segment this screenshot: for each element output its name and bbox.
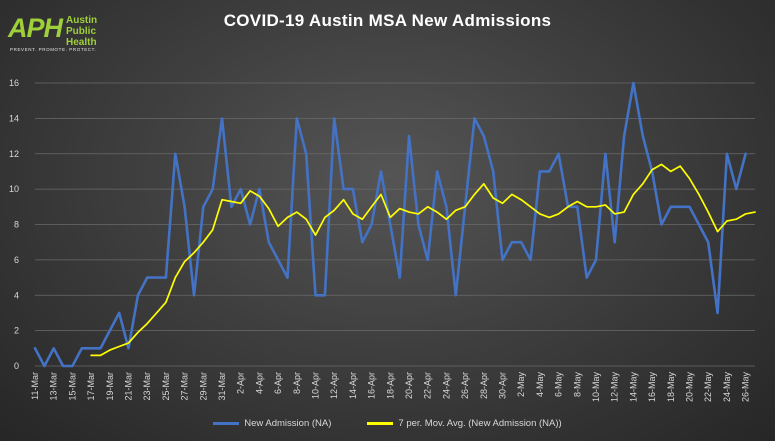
x-tick-label: 15-Mar bbox=[67, 372, 77, 401]
legend-swatch bbox=[367, 422, 394, 425]
x-tick-label: 30-Apr bbox=[498, 372, 508, 399]
x-tick-label: 26-Apr bbox=[460, 372, 470, 399]
x-tick-label: 13-Mar bbox=[49, 372, 59, 401]
x-tick-label: 23-Mar bbox=[142, 372, 152, 401]
x-tick-label: 19-Mar bbox=[105, 372, 115, 401]
x-tick-label: 6-May bbox=[554, 372, 564, 398]
x-tick-label: 10-May bbox=[591, 372, 601, 403]
x-tick-label: 21-Mar bbox=[124, 372, 134, 401]
chart-title: COVID-19 Austin MSA New Admissions bbox=[223, 11, 552, 30]
x-tick-label: 17-Mar bbox=[86, 372, 96, 401]
legend-item: New Admission (NA) bbox=[213, 418, 331, 429]
x-tick-label: 20-Apr bbox=[404, 372, 414, 399]
y-tick-label: 14 bbox=[9, 113, 19, 123]
y-tick-label: 10 bbox=[9, 184, 19, 194]
x-tick-label: 29-Mar bbox=[198, 372, 208, 401]
x-tick-label: 6-Apr bbox=[273, 372, 283, 394]
legend-swatch bbox=[213, 422, 240, 425]
x-tick-label: 2-May bbox=[516, 372, 526, 398]
x-tick-label: 16-May bbox=[647, 372, 657, 403]
x-tick-label: 27-Mar bbox=[180, 372, 190, 401]
y-tick-label: 12 bbox=[9, 149, 19, 159]
x-tick-label: 11-Mar bbox=[30, 372, 40, 400]
x-tick-label: 24-May bbox=[722, 372, 732, 403]
x-tick-label: 26-May bbox=[741, 372, 751, 403]
series-line-1 bbox=[90, 163, 756, 357]
x-tick-label: 8-Apr bbox=[292, 372, 302, 394]
x-tick-label: 31-Mar bbox=[217, 372, 227, 401]
series-line-0 bbox=[33, 81, 747, 368]
x-tick-label: 18-May bbox=[666, 372, 676, 403]
x-tick-label: 24-Apr bbox=[441, 372, 451, 399]
y-tick-label: 6 bbox=[14, 255, 19, 265]
x-tick-label: 20-May bbox=[685, 372, 695, 403]
logo-tagline: PREVENT. PROMOTE. PROTECT. bbox=[10, 47, 97, 52]
x-tick-label: 10-Apr bbox=[311, 372, 321, 399]
x-tick-label: 12-May bbox=[610, 372, 620, 403]
y-tick-label: 4 bbox=[14, 290, 19, 300]
y-tick-label: 8 bbox=[14, 220, 19, 230]
y-tick-label: 16 bbox=[9, 78, 19, 88]
logo-mark: APH bbox=[8, 13, 63, 43]
x-tick-label: 28-Apr bbox=[479, 372, 489, 399]
x-tick-label: 14-Apr bbox=[348, 372, 358, 399]
x-tick-label: 4-May bbox=[535, 372, 545, 398]
logo-name: Austin Public Health bbox=[66, 15, 98, 48]
x-tick-label: 8-May bbox=[572, 372, 582, 398]
x-tick-label: 2-Apr bbox=[236, 372, 246, 394]
y-tick-label: 0 bbox=[14, 361, 19, 371]
chart-legend: New Admission (NA) 7 per. Mov. Avg. (New … bbox=[0, 417, 775, 429]
x-tick-label: 12-Apr bbox=[329, 372, 339, 399]
x-tick-label: 25-Mar bbox=[161, 372, 171, 401]
x-tick-label: 18-Apr bbox=[385, 372, 395, 399]
legend-label: New Admission (NA) bbox=[244, 418, 332, 429]
y-tick-label: 2 bbox=[14, 326, 19, 336]
x-tick-label: 22-Apr bbox=[423, 372, 433, 399]
legend-label: 7 per. Mov. Avg. (New Admission (NA)) bbox=[398, 418, 562, 429]
x-tick-label: 16-Apr bbox=[367, 372, 377, 399]
x-tick-label: 4-Apr bbox=[254, 372, 264, 394]
x-tick-label: 22-May bbox=[703, 372, 713, 403]
x-tick-label: 14-May bbox=[628, 372, 638, 403]
austin-public-health-logo: APH Austin Public Health PREVENT. PROMOT… bbox=[6, 13, 128, 58]
legend-item: 7 per. Mov. Avg. (New Admission (NA)) bbox=[367, 418, 562, 429]
